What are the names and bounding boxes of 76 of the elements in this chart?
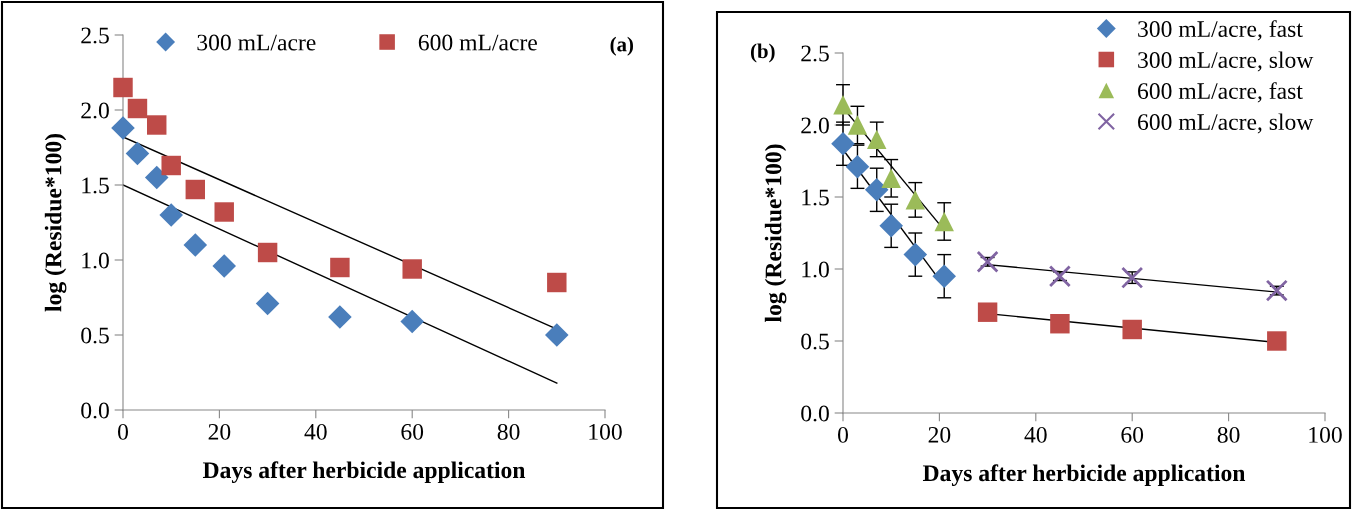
y-tick-label: 0.0	[81, 402, 109, 419]
point	[867, 129, 887, 150]
point	[185, 179, 206, 200]
point	[1122, 319, 1142, 340]
point	[547, 272, 567, 293]
point	[977, 302, 998, 322]
y-tick-label: 1.0	[82, 252, 109, 269]
point	[161, 155, 181, 176]
point	[400, 309, 424, 334]
x-tick-label: 80	[1217, 426, 1240, 443]
x-tick-label: 20	[928, 426, 951, 443]
x-tick-label: 40	[1024, 426, 1047, 443]
y-tick-label: 2.0	[81, 102, 109, 119]
x-tick-label: 0	[838, 426, 848, 443]
x-tick-label: 0	[118, 423, 128, 440]
y-tick-label: 1.5	[802, 189, 829, 206]
y-tick-label: 1.5	[82, 177, 109, 194]
point	[1267, 331, 1287, 351]
point	[934, 211, 954, 232]
point	[833, 95, 853, 115]
point	[328, 305, 352, 329]
legend-label: 600 mL/acre, fast	[1138, 82, 1303, 103]
x-tick-label: 80	[497, 423, 520, 440]
legend-label: 300 mL/acre, fast	[1138, 20, 1303, 41]
x-axis-title: Days after herbicide application	[202, 461, 526, 483]
y-tick-label: 2.5	[801, 45, 829, 62]
y-axis-title: log (Residue*100)	[44, 134, 67, 312]
point	[1121, 266, 1144, 289]
y-tick-label: 1.0	[802, 261, 829, 278]
x-tick-label: 20	[208, 423, 231, 440]
x-tick-label: 60	[1121, 426, 1144, 443]
point	[159, 203, 183, 227]
point	[113, 77, 133, 98]
point	[183, 233, 208, 257]
x-tick-label: 100	[1309, 426, 1342, 443]
text: (a)	[610, 36, 634, 56]
point	[864, 178, 889, 202]
point	[147, 115, 167, 135]
point	[976, 250, 999, 273]
y-tick-label: 0.5	[81, 327, 109, 344]
y-tick-label: 2.5	[81, 27, 109, 44]
point	[1050, 314, 1070, 334]
point	[1048, 265, 1072, 288]
point	[903, 242, 928, 267]
legend-label: 600 mL/acre	[418, 34, 537, 51]
point	[125, 141, 150, 166]
point	[111, 116, 135, 140]
point	[144, 165, 169, 190]
point	[831, 131, 855, 156]
legend-label: 300 mL/acre, slow	[1138, 51, 1314, 72]
point	[127, 98, 148, 119]
point	[330, 257, 350, 278]
y-tick-label: 0.5	[801, 333, 829, 350]
text: (b)	[750, 43, 775, 63]
x-tick-label: 100	[589, 423, 622, 440]
x-tick-label: 60	[401, 423, 424, 440]
point	[402, 259, 422, 279]
legend-label: 600 mL/acre, slow	[1138, 113, 1314, 134]
point	[1265, 279, 1288, 302]
point	[905, 190, 926, 210]
point	[257, 242, 278, 263]
y-tick-label: 2.0	[801, 117, 829, 134]
point	[932, 264, 956, 288]
point	[881, 168, 901, 188]
x-axis-title: Days after herbicide application	[922, 464, 1246, 486]
x-tick-label: 40	[304, 423, 327, 440]
y-axis-title: log (Residue*100)	[764, 144, 787, 323]
point	[255, 291, 280, 316]
legend-label: 300 mL/acre	[197, 34, 316, 51]
point	[545, 323, 569, 347]
point	[879, 214, 903, 238]
point	[214, 202, 234, 222]
point	[845, 154, 870, 179]
point	[847, 115, 868, 135]
y-tick-label: 0.0	[801, 405, 829, 422]
point	[212, 254, 236, 278]
